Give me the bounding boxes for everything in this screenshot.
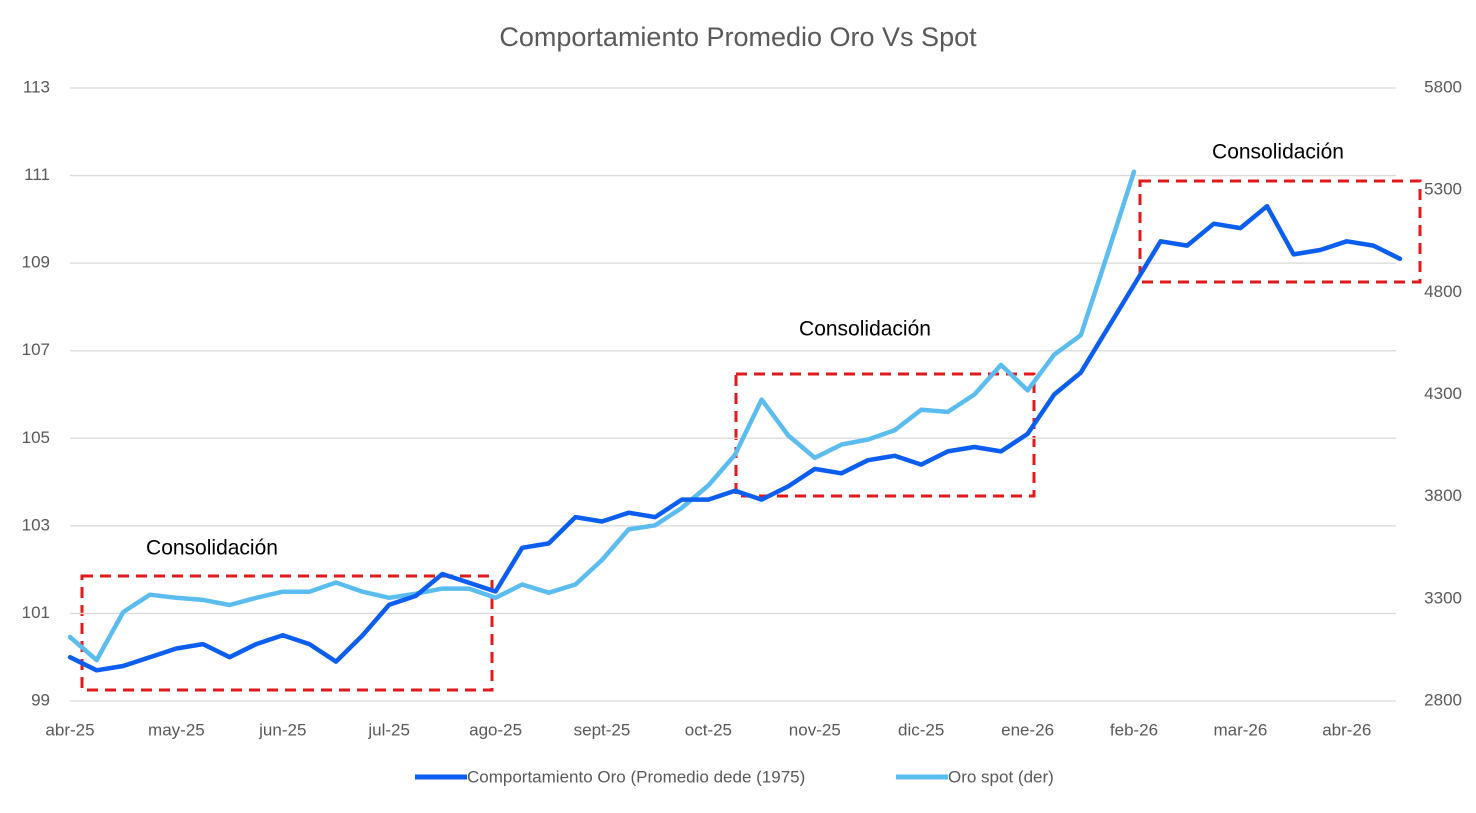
- y-tick-label: 113: [23, 77, 50, 96]
- annotation-box: [80, 574, 494, 692]
- x-tick-label: oct-25: [685, 720, 732, 739]
- x-tick-label: ago-25: [469, 720, 522, 739]
- x-tick-label: mar-26: [1213, 720, 1267, 739]
- plot: 99 101 103 105 107 109 111 113 2800 3300 3800 4300 4…: [22, 77, 1462, 786]
- y-tick-label: 99: [31, 690, 50, 709]
- x-tick-label: ene-26: [1001, 720, 1054, 739]
- legend-label: Comportamiento Oro (Promedio dede (1975): [467, 767, 805, 786]
- x-tick-label: feb-26: [1110, 720, 1158, 739]
- x-tick-label: abr-25: [45, 720, 94, 739]
- x-tick-label: abr-26: [1322, 720, 1371, 739]
- y2-tick-label: 5300: [1424, 180, 1462, 199]
- y2-tick-label: 3300: [1424, 588, 1462, 607]
- x-tick-label: jul-25: [367, 720, 410, 739]
- y-tick-label: 105: [22, 428, 50, 447]
- y-tick-label: 103: [22, 515, 50, 534]
- x-tick-label: may-25: [148, 720, 205, 739]
- x-tick-label: jun-25: [258, 720, 306, 739]
- chart-title: Comportamiento Promedio Oro Vs Spot: [499, 22, 977, 52]
- y-tick-label: 107: [22, 340, 50, 359]
- legend-label: Oro spot (der): [948, 767, 1054, 786]
- x-tick-label: dic-25: [898, 720, 944, 739]
- annotation-box: [734, 372, 1036, 498]
- annotation: Consolidación: [146, 537, 278, 560]
- annotation: Consolidación: [799, 318, 931, 341]
- series-line: [67, 169, 1137, 663]
- y2-tick-label: 3800: [1424, 486, 1462, 505]
- y2-tick-label: 4800: [1424, 282, 1462, 301]
- y-tick-label: 101: [22, 603, 50, 622]
- y2-tick-label: 5800: [1424, 77, 1462, 96]
- annotation-box: [1138, 179, 1422, 284]
- y2-tick-label: 4300: [1424, 384, 1462, 403]
- annotation: Consolidación: [1212, 141, 1344, 164]
- y-tick-label: 109: [22, 253, 50, 272]
- y-tick-label: 111: [24, 165, 50, 184]
- y2-tick-label: 2800: [1424, 690, 1462, 709]
- x-tick-label: nov-25: [789, 720, 841, 739]
- x-tick-label: sept-25: [574, 720, 631, 739]
- series-line: [67, 203, 1403, 673]
